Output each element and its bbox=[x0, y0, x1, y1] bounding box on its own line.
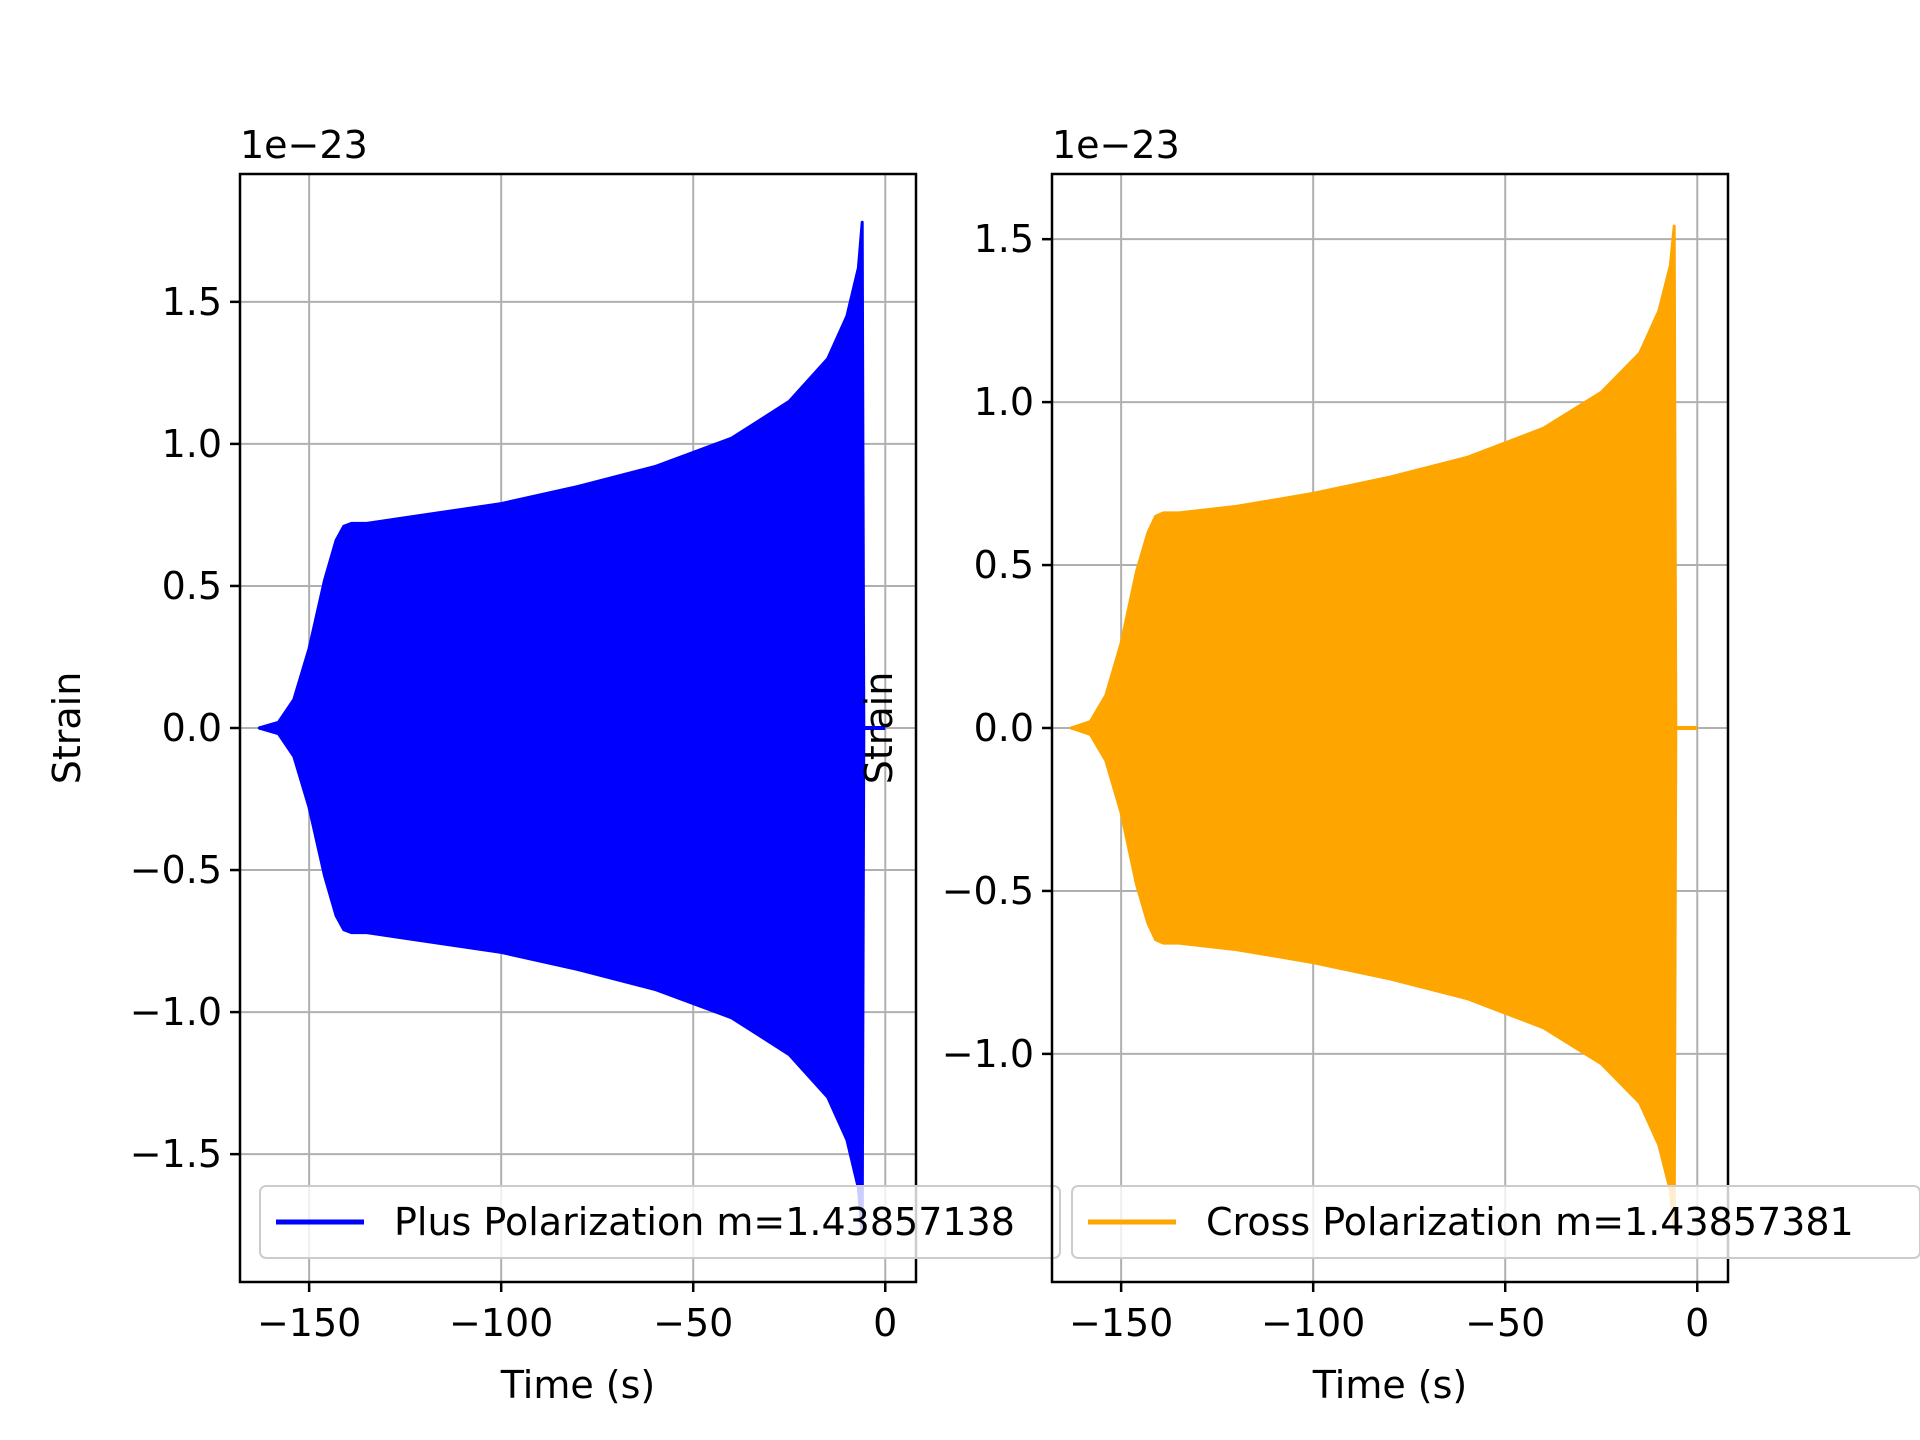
right-y-axis-label: Strain bbox=[857, 672, 901, 785]
right-axes: −150 −100 −50 0 −1.0 −0.5 0.0 0.5 1.0 1.5 1e−23 T… bbox=[857, 123, 1920, 1407]
left-x-tick-label-2: −50 bbox=[653, 1301, 733, 1345]
right-y-tick-label-2: 0.0 bbox=[974, 706, 1034, 750]
right-y-tick-label-5: 1.5 bbox=[974, 217, 1034, 261]
right-legend-box bbox=[1071, 1185, 1920, 1259]
right-legend: Cross Polarization m=1.43857381 bbox=[1071, 1185, 1920, 1259]
left-y-axis-label: Strain bbox=[45, 672, 89, 785]
right-y-tick-label-0: −1.0 bbox=[942, 1032, 1034, 1076]
left-legend: Plus Polarization m=1.43857138 bbox=[259, 1185, 1061, 1259]
left-y-tick-label-4: 0.5 bbox=[162, 564, 222, 608]
left-x-tick-label-3: 0 bbox=[873, 1301, 897, 1345]
left-ticks: −150 −100 −50 0 −1.5 −1.0 −0.5 0.0 0.5 1.0 1.5 bbox=[130, 280, 898, 1345]
left-series bbox=[257, 220, 886, 1236]
right-offset-text: 1e−23 bbox=[1052, 123, 1180, 167]
left-y-tick-label-0: −1.5 bbox=[130, 1132, 222, 1176]
left-x-tick-label-0: −150 bbox=[257, 1301, 361, 1345]
left-y-tick-label-5: 1.0 bbox=[162, 422, 222, 466]
right-ticks: −150 −100 −50 0 −1.0 −0.5 0.0 0.5 1.0 1.5 bbox=[942, 217, 1710, 1345]
left-x-tick-label-1: −100 bbox=[449, 1301, 553, 1345]
left-y-tick-label-2: −0.5 bbox=[130, 848, 222, 892]
left-y-tick-label-3: 0.0 bbox=[162, 706, 222, 750]
right-x-tick-label-1: −100 bbox=[1261, 1301, 1365, 1345]
left-y-tick-label-6: 1.5 bbox=[162, 280, 222, 324]
right-legend-label: Cross Polarization m=1.43857381 bbox=[1206, 1200, 1854, 1244]
right-x-tick-label-2: −50 bbox=[1465, 1301, 1545, 1345]
left-y-tick-label-1: −1.0 bbox=[130, 990, 222, 1034]
right-x-tick-label-0: −150 bbox=[1069, 1301, 1173, 1345]
right-x-axis-label: Time (s) bbox=[1312, 1363, 1468, 1407]
right-x-tick-label-3: 0 bbox=[1685, 1301, 1709, 1345]
left-x-axis-label: Time (s) bbox=[500, 1363, 656, 1407]
left-axes: −150 −100 −50 0 −1.5 −1.0 −0.5 0.0 0.5 1.0 1.5 1e−… bbox=[45, 123, 1061, 1407]
right-y-tick-label-4: 1.0 bbox=[974, 380, 1034, 424]
right-y-tick-label-3: 0.5 bbox=[974, 543, 1034, 587]
left-legend-label: Plus Polarization m=1.43857138 bbox=[394, 1200, 1015, 1244]
left-legend-box bbox=[259, 1185, 1061, 1259]
right-series bbox=[1069, 224, 1698, 1232]
left-offset-text: 1e−23 bbox=[240, 123, 368, 167]
right-y-tick-label-1: −0.5 bbox=[942, 869, 1034, 913]
